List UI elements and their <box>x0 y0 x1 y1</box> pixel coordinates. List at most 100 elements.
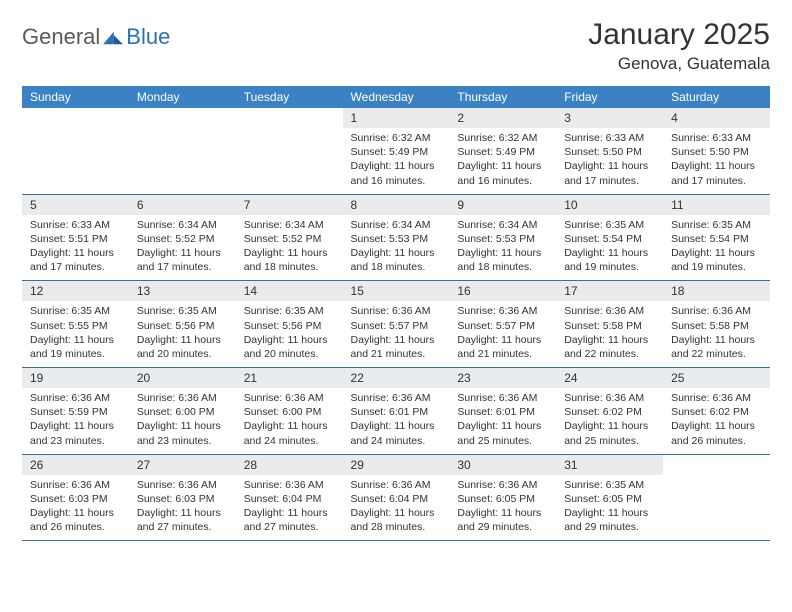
day-number <box>236 108 343 114</box>
day-details: Sunrise: 6:36 AMSunset: 6:04 PMDaylight:… <box>343 475 450 541</box>
day-details: Sunrise: 6:35 AMSunset: 5:54 PMDaylight:… <box>663 215 770 281</box>
day-details: Sunrise: 6:36 AMSunset: 6:02 PMDaylight:… <box>663 388 770 454</box>
day-number: 27 <box>129 455 236 475</box>
title-block: January 2025 Genova, Guatemala <box>588 18 770 74</box>
day-number: 22 <box>343 368 450 388</box>
calendar-day-cell: 17Sunrise: 6:36 AMSunset: 5:58 PMDayligh… <box>556 281 663 368</box>
day-number: 11 <box>663 195 770 215</box>
calendar-day-cell: 20Sunrise: 6:36 AMSunset: 6:00 PMDayligh… <box>129 368 236 455</box>
day-number: 24 <box>556 368 663 388</box>
calendar-body: 1Sunrise: 6:32 AMSunset: 5:49 PMDaylight… <box>22 108 770 541</box>
day-number: 14 <box>236 281 343 301</box>
day-details: Sunrise: 6:35 AMSunset: 5:54 PMDaylight:… <box>556 215 663 281</box>
day-number <box>22 108 129 114</box>
calendar-day-cell: 18Sunrise: 6:36 AMSunset: 5:58 PMDayligh… <box>663 281 770 368</box>
calendar-day-cell: 2Sunrise: 6:32 AMSunset: 5:49 PMDaylight… <box>449 108 556 194</box>
calendar-day-cell <box>22 108 129 194</box>
day-details: Sunrise: 6:36 AMSunset: 6:01 PMDaylight:… <box>343 388 450 454</box>
calendar-day-cell: 3Sunrise: 6:33 AMSunset: 5:50 PMDaylight… <box>556 108 663 194</box>
calendar-day-cell: 12Sunrise: 6:35 AMSunset: 5:55 PMDayligh… <box>22 281 129 368</box>
calendar-day-cell <box>663 454 770 541</box>
weekday-header: Tuesday <box>236 86 343 108</box>
brand-part2: Blue <box>126 24 170 50</box>
day-details: Sunrise: 6:34 AMSunset: 5:52 PMDaylight:… <box>236 215 343 281</box>
day-details: Sunrise: 6:36 AMSunset: 5:57 PMDaylight:… <box>343 301 450 367</box>
day-details: Sunrise: 6:36 AMSunset: 6:01 PMDaylight:… <box>449 388 556 454</box>
calendar-table: SundayMondayTuesdayWednesdayThursdayFrid… <box>22 86 770 541</box>
day-details: Sunrise: 6:32 AMSunset: 5:49 PMDaylight:… <box>449 128 556 194</box>
day-details: Sunrise: 6:33 AMSunset: 5:50 PMDaylight:… <box>663 128 770 194</box>
calendar-day-cell: 14Sunrise: 6:35 AMSunset: 5:56 PMDayligh… <box>236 281 343 368</box>
calendar-week-row: 5Sunrise: 6:33 AMSunset: 5:51 PMDaylight… <box>22 194 770 281</box>
weekday-header: Thursday <box>449 86 556 108</box>
day-number: 18 <box>663 281 770 301</box>
day-details: Sunrise: 6:35 AMSunset: 5:56 PMDaylight:… <box>236 301 343 367</box>
day-details: Sunrise: 6:36 AMSunset: 6:03 PMDaylight:… <box>22 475 129 541</box>
calendar-day-cell: 16Sunrise: 6:36 AMSunset: 5:57 PMDayligh… <box>449 281 556 368</box>
calendar-day-cell: 29Sunrise: 6:36 AMSunset: 6:04 PMDayligh… <box>343 454 450 541</box>
calendar-week-row: 1Sunrise: 6:32 AMSunset: 5:49 PMDaylight… <box>22 108 770 194</box>
weekday-header: Monday <box>129 86 236 108</box>
calendar-head: SundayMondayTuesdayWednesdayThursdayFrid… <box>22 86 770 108</box>
weekday-header: Saturday <box>663 86 770 108</box>
day-number: 21 <box>236 368 343 388</box>
day-details: Sunrise: 6:36 AMSunset: 6:04 PMDaylight:… <box>236 475 343 541</box>
calendar-day-cell: 6Sunrise: 6:34 AMSunset: 5:52 PMDaylight… <box>129 194 236 281</box>
weekday-header: Wednesday <box>343 86 450 108</box>
calendar-day-cell <box>129 108 236 194</box>
calendar-day-cell: 4Sunrise: 6:33 AMSunset: 5:50 PMDaylight… <box>663 108 770 194</box>
day-number: 29 <box>343 455 450 475</box>
day-number: 15 <box>343 281 450 301</box>
calendar-day-cell: 5Sunrise: 6:33 AMSunset: 5:51 PMDaylight… <box>22 194 129 281</box>
calendar-day-cell: 13Sunrise: 6:35 AMSunset: 5:56 PMDayligh… <box>129 281 236 368</box>
calendar-day-cell: 22Sunrise: 6:36 AMSunset: 6:01 PMDayligh… <box>343 368 450 455</box>
calendar-day-cell: 23Sunrise: 6:36 AMSunset: 6:01 PMDayligh… <box>449 368 556 455</box>
day-number: 6 <box>129 195 236 215</box>
calendar-day-cell: 7Sunrise: 6:34 AMSunset: 5:52 PMDaylight… <box>236 194 343 281</box>
day-number: 9 <box>449 195 556 215</box>
day-number: 19 <box>22 368 129 388</box>
day-details: Sunrise: 6:36 AMSunset: 6:03 PMDaylight:… <box>129 475 236 541</box>
calendar-day-cell: 1Sunrise: 6:32 AMSunset: 5:49 PMDaylight… <box>343 108 450 194</box>
day-number: 31 <box>556 455 663 475</box>
day-details: Sunrise: 6:36 AMSunset: 5:57 PMDaylight:… <box>449 301 556 367</box>
calendar-day-cell: 24Sunrise: 6:36 AMSunset: 6:02 PMDayligh… <box>556 368 663 455</box>
day-details: Sunrise: 6:36 AMSunset: 6:05 PMDaylight:… <box>449 475 556 541</box>
weekday-header: Sunday <box>22 86 129 108</box>
calendar-day-cell: 28Sunrise: 6:36 AMSunset: 6:04 PMDayligh… <box>236 454 343 541</box>
day-number: 17 <box>556 281 663 301</box>
day-details: Sunrise: 6:36 AMSunset: 6:02 PMDaylight:… <box>556 388 663 454</box>
day-number: 1 <box>343 108 450 128</box>
calendar-day-cell: 9Sunrise: 6:34 AMSunset: 5:53 PMDaylight… <box>449 194 556 281</box>
calendar-day-cell: 31Sunrise: 6:35 AMSunset: 6:05 PMDayligh… <box>556 454 663 541</box>
location-subtitle: Genova, Guatemala <box>588 54 770 74</box>
day-number: 25 <box>663 368 770 388</box>
day-number: 2 <box>449 108 556 128</box>
day-details: Sunrise: 6:34 AMSunset: 5:53 PMDaylight:… <box>343 215 450 281</box>
day-details: Sunrise: 6:35 AMSunset: 6:05 PMDaylight:… <box>556 475 663 541</box>
weekday-header: Friday <box>556 86 663 108</box>
day-number: 3 <box>556 108 663 128</box>
day-number: 13 <box>129 281 236 301</box>
calendar-day-cell: 10Sunrise: 6:35 AMSunset: 5:54 PMDayligh… <box>556 194 663 281</box>
day-details: Sunrise: 6:36 AMSunset: 5:59 PMDaylight:… <box>22 388 129 454</box>
month-title: January 2025 <box>588 18 770 52</box>
calendar-day-cell: 15Sunrise: 6:36 AMSunset: 5:57 PMDayligh… <box>343 281 450 368</box>
day-details: Sunrise: 6:36 AMSunset: 6:00 PMDaylight:… <box>236 388 343 454</box>
day-number: 12 <box>22 281 129 301</box>
day-number: 4 <box>663 108 770 128</box>
day-details: Sunrise: 6:35 AMSunset: 5:56 PMDaylight:… <box>129 301 236 367</box>
day-details: Sunrise: 6:36 AMSunset: 6:00 PMDaylight:… <box>129 388 236 454</box>
day-number: 26 <box>22 455 129 475</box>
day-details: Sunrise: 6:32 AMSunset: 5:49 PMDaylight:… <box>343 128 450 194</box>
day-details: Sunrise: 6:36 AMSunset: 5:58 PMDaylight:… <box>556 301 663 367</box>
day-number: 23 <box>449 368 556 388</box>
day-number: 5 <box>22 195 129 215</box>
page-header: General Blue January 2025 Genova, Guatem… <box>22 18 770 74</box>
day-details: Sunrise: 6:35 AMSunset: 5:55 PMDaylight:… <box>22 301 129 367</box>
day-number: 30 <box>449 455 556 475</box>
day-details: Sunrise: 6:34 AMSunset: 5:53 PMDaylight:… <box>449 215 556 281</box>
calendar-day-cell: 11Sunrise: 6:35 AMSunset: 5:54 PMDayligh… <box>663 194 770 281</box>
brand-part1: General <box>22 24 100 50</box>
calendar-day-cell: 21Sunrise: 6:36 AMSunset: 6:00 PMDayligh… <box>236 368 343 455</box>
